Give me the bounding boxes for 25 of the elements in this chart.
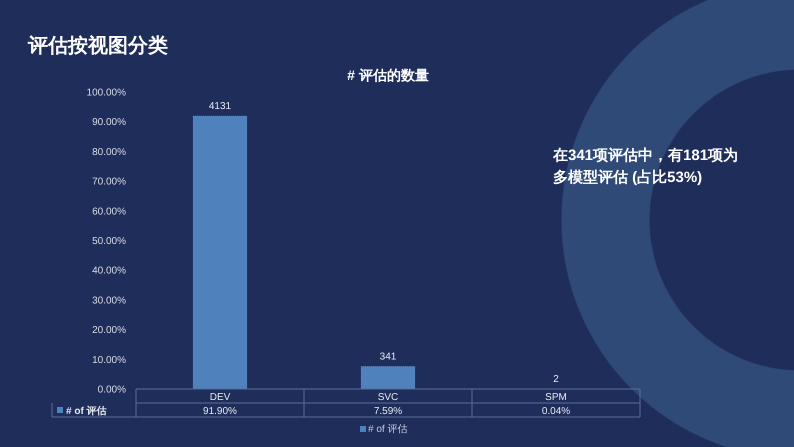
y-tick-label: 80.00%	[92, 146, 126, 158]
y-tick-label: 10.00%	[92, 354, 126, 366]
y-tick-label: 30.00%	[92, 295, 126, 306]
y-tick-label: 90.00%	[92, 117, 126, 128]
y-tick-label: 100.00%	[86, 88, 126, 98]
y-tick-label: 60.00%	[92, 206, 126, 218]
annotation: 在341项评估中，有181项为多模型评估 (占比53%)	[553, 146, 740, 188]
y-tick-label: 40.00%	[92, 266, 126, 277]
y-tick-label: 50.00%	[92, 236, 126, 247]
legend-label: # of 评估	[368, 423, 408, 435]
y-tick-label: 0.00%	[98, 384, 126, 396]
text: 91.90%	[203, 406, 237, 417]
y-tick-label: 70.00%	[92, 176, 126, 188]
x-tick-label: SPM	[545, 392, 567, 403]
text: # of 评估	[66, 406, 107, 417]
x-tick-label: SVC	[378, 392, 398, 403]
chart-subtitle: # 评估的数量	[347, 67, 429, 83]
y-tick-label: 20.00%	[92, 325, 126, 336]
text: 7.59%	[374, 406, 402, 417]
x-tick-label: DEV	[210, 392, 231, 403]
annotation: 341	[380, 351, 397, 362]
chart-title: 评估按视图分类	[27, 34, 168, 57]
annotation: 4131	[208, 101, 232, 112]
text: 0.04%	[542, 406, 570, 417]
annotation: 2	[553, 374, 560, 385]
